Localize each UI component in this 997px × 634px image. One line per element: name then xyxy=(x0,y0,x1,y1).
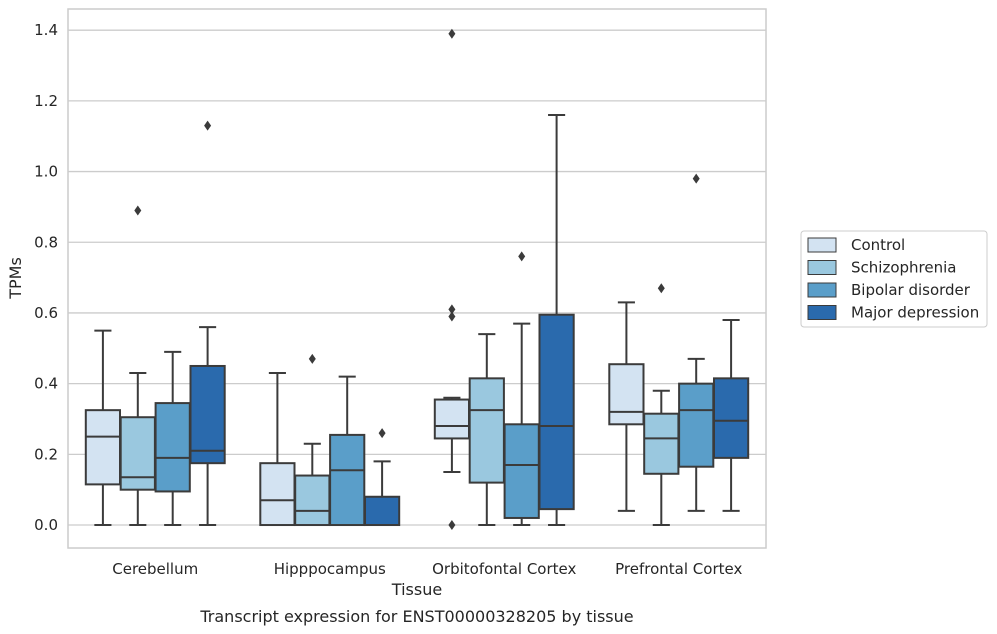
y-tick-label: 0.6 xyxy=(34,304,58,322)
outlier-point xyxy=(448,304,456,315)
legend-frame xyxy=(800,230,988,328)
x-tick-label: Orbitofontal Cortex xyxy=(432,560,576,578)
box-control xyxy=(608,301,645,512)
y-tick-label: 0.4 xyxy=(34,375,58,393)
box-schizophrenia xyxy=(468,333,505,527)
legend: Control Schizophrenia Bipolar disorder Majo… xyxy=(800,230,988,328)
legend-label: Schizophrenia xyxy=(851,259,956,277)
y-tick-label: 1.4 xyxy=(34,21,58,39)
y-axis-title: TPMs xyxy=(6,257,25,300)
outlier-point xyxy=(448,311,456,322)
legend-label: Major depression xyxy=(851,304,979,322)
legend-label: Bipolar disorder xyxy=(851,281,971,299)
y-tick-label: 0.2 xyxy=(34,445,58,463)
box-major-depression xyxy=(538,114,575,527)
box-iqr xyxy=(363,495,401,527)
box-schizophrenia xyxy=(643,283,680,527)
box-major-depression xyxy=(363,428,401,527)
x-tick-label: Prefrontal Cortex xyxy=(615,560,742,578)
y-tick-label: 0.0 xyxy=(34,516,58,534)
outlier-point xyxy=(657,283,665,294)
x-tick-label: Cerebellum xyxy=(112,560,198,578)
y-tick-label: 1.0 xyxy=(34,163,58,181)
outlier-point xyxy=(134,205,142,216)
outlier-point xyxy=(448,28,456,39)
box-control xyxy=(433,28,471,531)
legend-swatch xyxy=(807,237,837,253)
legend-swatch xyxy=(807,305,837,320)
legend-swatch xyxy=(807,282,837,298)
box-iqr xyxy=(712,377,750,459)
box-iqr xyxy=(329,433,366,527)
x-tick-labels: Cerebellum Hipppocampus Orbitofontal Corte… xyxy=(112,560,742,578)
outlier-point xyxy=(378,428,386,439)
outlier-point xyxy=(204,120,212,131)
legend-label: Control xyxy=(851,236,905,254)
outlier-point xyxy=(448,520,456,531)
box-major-depression xyxy=(712,319,750,512)
box-bipolar-disorder xyxy=(329,375,366,527)
box-iqr xyxy=(468,377,505,484)
chart-caption: Transcript expression for ENST0000032820… xyxy=(199,607,633,626)
box-major-depression xyxy=(189,120,226,527)
box-schizophrenia xyxy=(119,205,156,527)
box-bipolar-disorder xyxy=(678,173,715,512)
box-iqr xyxy=(503,423,540,519)
box-iqr xyxy=(294,474,331,527)
y-tick-label: 1.2 xyxy=(34,92,58,110)
box-bipolar-disorder xyxy=(503,251,540,527)
legend-swatch xyxy=(807,260,837,275)
box-iqr xyxy=(643,412,680,475)
outlier-point xyxy=(308,353,316,364)
box-iqr xyxy=(259,462,296,527)
box-iqr xyxy=(189,364,226,465)
box-iqr xyxy=(433,398,471,440)
box-iqr xyxy=(119,416,156,491)
box-schizophrenia xyxy=(294,353,331,527)
x-axis-title: Tissue xyxy=(391,580,442,599)
box-iqr xyxy=(538,313,575,511)
box-groups xyxy=(84,28,750,531)
x-tick-label: Hipppocampus xyxy=(274,560,386,578)
box-iqr xyxy=(678,382,715,468)
legend-items: Control Schizophrenia Bipolar disorder Majo… xyxy=(807,236,979,322)
y-tick-label: 0.8 xyxy=(34,233,58,251)
outlier-point xyxy=(518,251,526,262)
box-iqr xyxy=(608,363,645,426)
outlier-point xyxy=(692,173,700,184)
box-control xyxy=(84,329,122,527)
y-tick-labels: 0.0 0.2 0.4 0.6 0.8 1.0 1.2 1.4 xyxy=(34,21,58,534)
box-control xyxy=(259,372,296,527)
box-iqr xyxy=(154,402,191,493)
box-iqr xyxy=(84,409,122,486)
